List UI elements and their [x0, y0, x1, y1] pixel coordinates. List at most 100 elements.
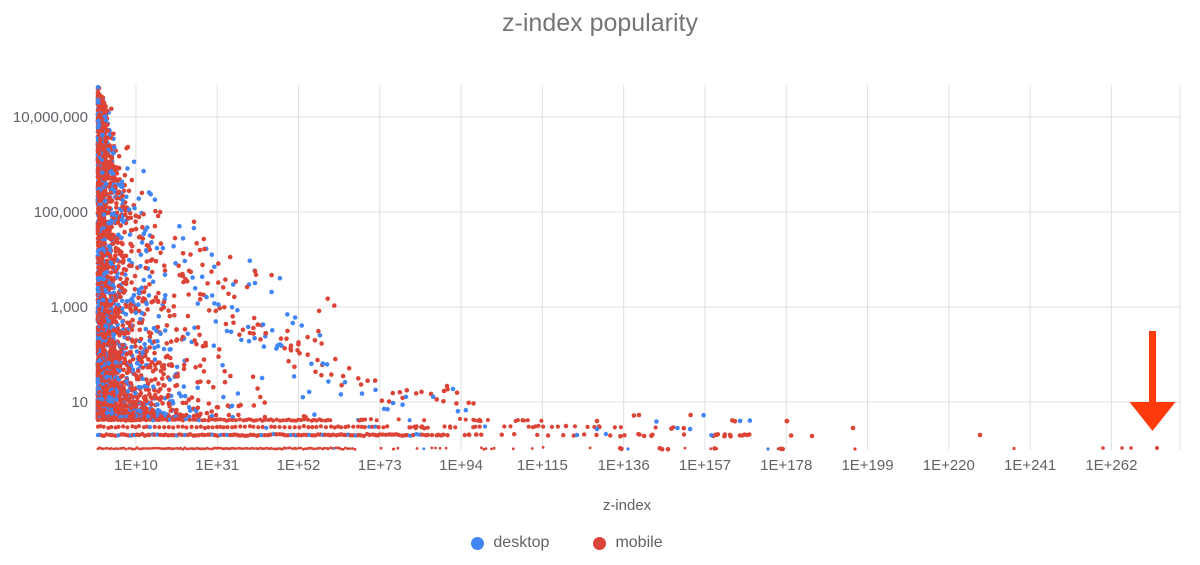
- data-point-desktop[interactable]: [110, 171, 116, 177]
- data-point-mobile[interactable]: [96, 132, 102, 138]
- data-point-mobile[interactable]: [520, 418, 525, 423]
- data-point-mobile[interactable]: [184, 357, 190, 363]
- data-point-mobile[interactable]: [688, 412, 693, 418]
- data-point-mobile[interactable]: [204, 410, 210, 416]
- data-point-mobile[interactable]: [157, 425, 162, 430]
- data-point-desktop[interactable]: [176, 391, 182, 396]
- data-point-mobile[interactable]: [194, 425, 199, 430]
- data-point-mobile[interactable]: [108, 352, 113, 357]
- data-point-desktop[interactable]: [400, 402, 405, 408]
- data-point-mobile[interactable]: [149, 396, 155, 401]
- data-point-mobile[interactable]: [112, 367, 117, 372]
- data-point-mobile[interactable]: [319, 341, 324, 346]
- data-point-mobile[interactable]: [153, 208, 158, 214]
- data-point-mobile[interactable]: [141, 212, 146, 217]
- data-point-desktop[interactable]: [626, 447, 630, 451]
- data-point-desktop[interactable]: [228, 329, 234, 335]
- data-point-mobile[interactable]: [127, 324, 133, 329]
- data-point-mobile[interactable]: [142, 353, 148, 359]
- data-point-mobile[interactable]: [582, 432, 587, 437]
- data-point-mobile[interactable]: [120, 241, 125, 247]
- data-point-desktop[interactable]: [182, 393, 188, 399]
- data-point-mobile[interactable]: [184, 425, 189, 430]
- data-point-mobile[interactable]: [226, 291, 231, 297]
- data-point-mobile[interactable]: [225, 425, 230, 430]
- data-point-mobile[interactable]: [198, 424, 203, 429]
- data-point-mobile[interactable]: [125, 144, 131, 150]
- data-point-mobile[interactable]: [96, 151, 102, 157]
- data-point-mobile[interactable]: [121, 385, 126, 390]
- data-point-mobile[interactable]: [236, 412, 241, 418]
- data-point-mobile[interactable]: [850, 425, 856, 431]
- data-point-mobile[interactable]: [115, 309, 120, 314]
- data-point-mobile[interactable]: [334, 446, 338, 450]
- data-point-mobile[interactable]: [107, 195, 112, 200]
- data-point-desktop[interactable]: [270, 328, 275, 333]
- data-point-desktop[interactable]: [134, 360, 140, 366]
- data-point-mobile[interactable]: [116, 165, 122, 171]
- data-point-mobile[interactable]: [511, 447, 515, 451]
- data-point-mobile[interactable]: [133, 219, 138, 224]
- data-point-mobile[interactable]: [453, 425, 458, 430]
- data-point-desktop[interactable]: [463, 407, 469, 413]
- data-point-mobile[interactable]: [130, 317, 135, 323]
- data-point-mobile[interactable]: [109, 338, 115, 344]
- data-point-desktop[interactable]: [96, 118, 101, 124]
- data-point-mobile[interactable]: [148, 331, 154, 336]
- data-point-mobile[interactable]: [462, 432, 467, 438]
- data-point-desktop[interactable]: [252, 280, 258, 286]
- data-point-mobile[interactable]: [157, 209, 163, 215]
- data-point-mobile[interactable]: [110, 382, 115, 387]
- data-point-desktop[interactable]: [116, 232, 121, 237]
- data-point-desktop[interactable]: [138, 252, 144, 257]
- data-point-mobile[interactable]: [107, 144, 112, 149]
- data-point-mobile[interactable]: [404, 388, 410, 393]
- data-point-desktop[interactable]: [146, 293, 152, 298]
- data-point-mobile[interactable]: [141, 289, 147, 295]
- data-point-desktop[interactable]: [603, 431, 609, 437]
- data-point-desktop[interactable]: [291, 374, 297, 379]
- data-point-desktop[interactable]: [326, 379, 331, 384]
- data-point-mobile[interactable]: [96, 265, 101, 270]
- data-point-mobile[interactable]: [368, 417, 373, 422]
- data-point-mobile[interactable]: [325, 296, 331, 302]
- data-point-desktop[interactable]: [108, 298, 113, 304]
- data-point-mobile[interactable]: [128, 400, 134, 405]
- data-point-mobile[interactable]: [295, 348, 300, 353]
- data-point-mobile[interactable]: [444, 383, 450, 389]
- data-point-mobile[interactable]: [144, 447, 148, 450]
- data-point-mobile[interactable]: [284, 447, 288, 450]
- data-point-mobile[interactable]: [105, 329, 111, 335]
- data-point-mobile[interactable]: [251, 315, 257, 321]
- data-point-mobile[interactable]: [122, 446, 126, 450]
- data-point-mobile[interactable]: [148, 258, 153, 264]
- data-point-desktop[interactable]: [120, 319, 125, 324]
- data-point-mobile[interactable]: [641, 433, 647, 439]
- data-point-mobile[interactable]: [136, 376, 141, 382]
- data-point-desktop[interactable]: [192, 286, 198, 291]
- data-point-mobile[interactable]: [240, 327, 246, 333]
- data-point-mobile[interactable]: [101, 402, 107, 408]
- data-point-desktop[interactable]: [359, 391, 365, 396]
- data-point-mobile[interactable]: [161, 371, 166, 377]
- data-point-mobile[interactable]: [458, 416, 462, 421]
- data-point-desktop[interactable]: [209, 293, 215, 298]
- data-point-mobile[interactable]: [130, 339, 135, 344]
- data-point-desktop[interactable]: [102, 114, 108, 119]
- data-point-mobile[interactable]: [112, 418, 116, 422]
- data-point-mobile[interactable]: [159, 364, 165, 369]
- data-point-desktop[interactable]: [737, 418, 743, 424]
- data-point-mobile[interactable]: [484, 447, 488, 450]
- data-point-desktop[interactable]: [138, 385, 144, 390]
- data-point-mobile[interactable]: [473, 432, 479, 437]
- data-point-mobile[interactable]: [329, 424, 334, 429]
- data-point-desktop[interactable]: [373, 387, 378, 393]
- data-point-mobile[interactable]: [348, 447, 352, 450]
- data-point-mobile[interactable]: [107, 365, 113, 371]
- data-point-mobile[interactable]: [152, 362, 158, 368]
- data-point-mobile[interactable]: [657, 446, 663, 451]
- data-point-mobile[interactable]: [100, 125, 106, 130]
- data-point-desktop[interactable]: [100, 246, 106, 252]
- data-point-mobile[interactable]: [490, 447, 493, 451]
- data-point-mobile[interactable]: [188, 252, 193, 257]
